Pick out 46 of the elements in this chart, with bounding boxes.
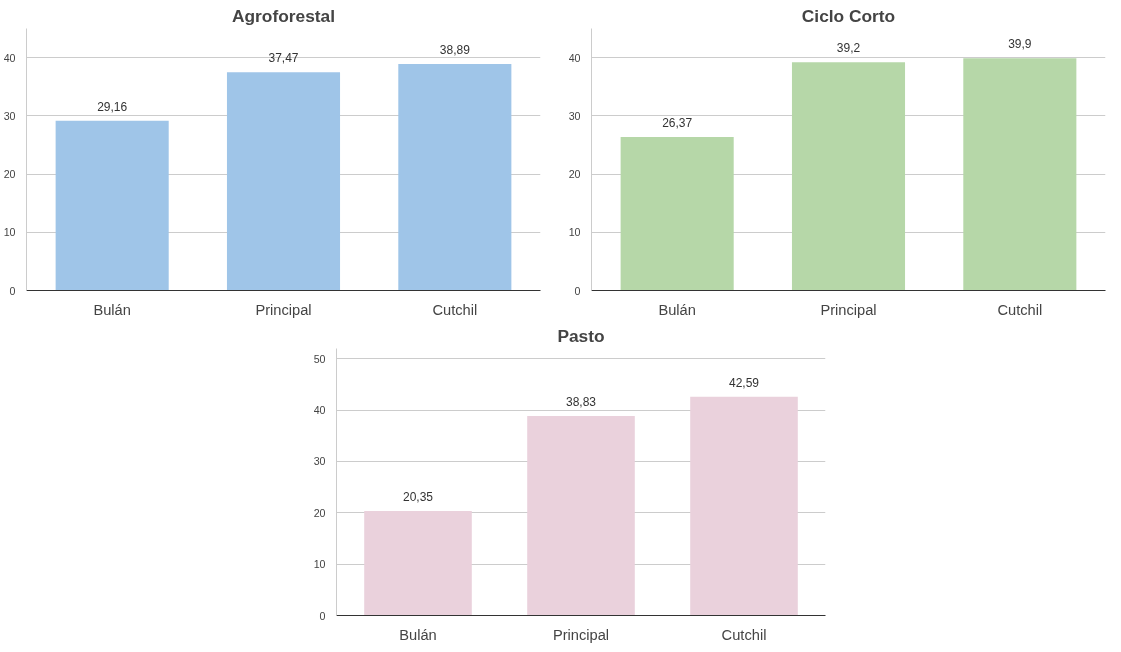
y-tick-label: 30 [3,109,16,122]
y-tick-label: 20 [3,168,16,181]
bar [963,58,1077,291]
x-tick-label: Cutchil [432,301,478,318]
y-tick-label: 40 [3,51,16,64]
x-tick-label: Principal [255,301,312,318]
data-label: 38,83 [565,395,597,410]
bar [226,72,341,291]
y-tick-label: 30 [313,455,326,468]
bar [690,396,798,616]
bar [791,62,906,291]
y-tick-label: 10 [3,226,16,239]
data-label: 39,9 [1008,37,1032,52]
y-tick-label: 0 [319,609,326,622]
data-label: 38,89 [439,43,471,58]
data-label: 42,59 [728,375,760,390]
y-tick-label: 20 [568,168,581,181]
y-tick-label: 40 [313,404,326,417]
x-tick-label: Principal [552,626,610,643]
chart-title: Pasto [557,325,605,346]
data-label: 37,47 [268,51,299,66]
bar [398,64,512,291]
data-label: 29,16 [97,99,128,114]
y-tick-label: 0 [574,284,581,297]
y-tick-label: 20 [313,506,326,519]
y-tick-label: 50 [313,352,326,365]
data-label: 20,35 [402,490,434,505]
y-tick-label: 0 [9,284,16,297]
x-tick-label: Bulán [93,301,131,318]
y-tick-label: 10 [313,558,326,571]
data-label: 26,37 [662,115,693,130]
x-tick-label: Cutchil [721,626,767,643]
bar [620,136,734,291]
chart-title: Ciclo Corto [801,5,896,26]
x-tick-label: Bulán [658,301,696,318]
y-tick-label: 10 [568,226,581,239]
x-tick-label: Cutchil [997,301,1043,318]
bar [364,511,472,616]
bar [55,120,169,291]
x-tick-label: Bulán [399,626,437,643]
y-tick-label: 30 [568,109,581,122]
chart-title: Agroforestal [231,5,336,26]
x-tick-label: Principal [820,301,877,318]
y-tick-label: 40 [568,51,581,64]
bar [527,416,635,616]
data-label: 39,2 [836,41,861,56]
